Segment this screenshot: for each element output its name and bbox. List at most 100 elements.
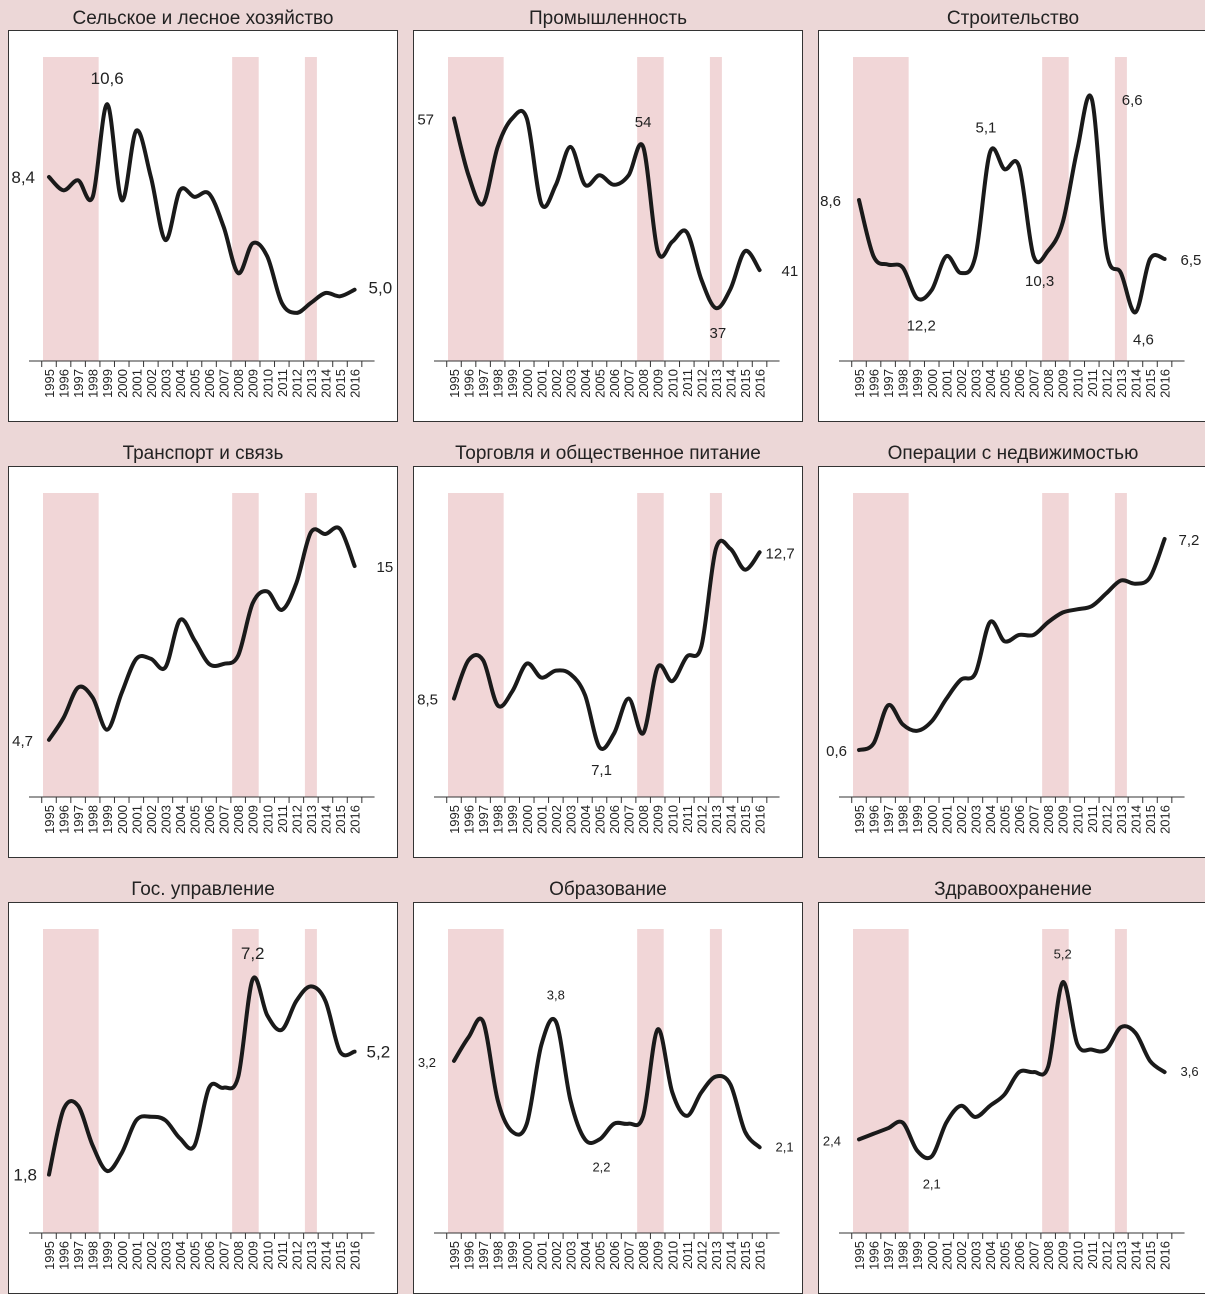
- data-point: [208, 662, 211, 665]
- shaded-period: [304, 493, 317, 797]
- data-point: [613, 1122, 616, 1125]
- x-tick-label: 1998: [86, 369, 101, 398]
- x-tick-label: 2009: [1056, 1241, 1071, 1270]
- shaded-period: [304, 929, 317, 1233]
- chart-panel: 1995 1996 1997 1998 1999 2000 2001 2002 2003 2004…: [818, 902, 1205, 1294]
- data-point: [324, 999, 327, 1002]
- data-point: [48, 738, 51, 741]
- line-chart: 1995 1996 1997 1998 1999 2000 2001 2002 2003 2004…: [13, 929, 390, 1270]
- data-point: [237, 654, 240, 657]
- x-tick-label: 2012: [1099, 805, 1114, 834]
- data-point: [598, 746, 601, 749]
- x-tick-label: 2003: [563, 805, 578, 834]
- x-tick-label: 2000: [115, 369, 130, 398]
- shaded-period: [448, 57, 504, 361]
- data-point: [280, 608, 283, 611]
- x-tick-label: 2006: [607, 1241, 622, 1270]
- x-tick-label: 2007: [1027, 1241, 1042, 1270]
- data-label: 8,5: [417, 691, 438, 708]
- x-tick-label: 2009: [246, 1241, 261, 1270]
- series-line: [47, 975, 357, 1177]
- data-point: [266, 590, 269, 593]
- chart-panel: 1995 1996 1997 1998 1999 2000 2001 2002 2003 2004…: [818, 466, 1205, 858]
- shaded-period: [448, 493, 504, 797]
- data-point: [1149, 576, 1152, 579]
- x-tick-label: 2014: [318, 1241, 333, 1270]
- data-point: [988, 151, 991, 154]
- x-tick-label: 2002: [144, 369, 159, 398]
- x-tick-label: 1995: [42, 1241, 57, 1270]
- x-tick-label: 2008: [636, 369, 651, 398]
- data-point: [1032, 1071, 1035, 1074]
- shaded-period: [637, 493, 664, 797]
- data-point: [901, 1121, 904, 1124]
- data-point: [1061, 221, 1064, 224]
- x-tick-label: 1999: [910, 1241, 925, 1270]
- data-point: [525, 662, 528, 665]
- data-point: [1149, 258, 1152, 261]
- data-point: [309, 985, 312, 988]
- x-tick-label: 2008: [636, 1241, 651, 1270]
- data-point: [266, 255, 269, 258]
- data-point: [1047, 249, 1050, 252]
- x-tick-label: 2015: [738, 1241, 753, 1270]
- data-point: [945, 697, 948, 700]
- x-tick-label: 2009: [651, 1241, 666, 1270]
- x-tick-label: 2014: [723, 369, 738, 398]
- data-point: [222, 662, 225, 665]
- data-point: [309, 301, 312, 304]
- data-point: [959, 678, 962, 681]
- data-point: [353, 565, 356, 568]
- data-label: 6,5: [1181, 252, 1202, 269]
- shaded-period: [43, 493, 99, 797]
- x-tick-label: 1997: [476, 805, 491, 834]
- data-point: [858, 199, 861, 202]
- data-point: [120, 199, 123, 202]
- data-label: 1,8: [13, 1166, 37, 1185]
- x-tick-label: 2011: [275, 369, 290, 397]
- data-point: [91, 696, 94, 699]
- x-tick-label: 2014: [1128, 805, 1143, 834]
- shaded-period: [1042, 929, 1069, 1233]
- x-tick-label: 2013: [1114, 369, 1129, 398]
- x-tick-label: 2008: [231, 1241, 246, 1270]
- series-line: [452, 108, 762, 311]
- x-tick-label: 1996: [867, 369, 882, 398]
- data-point: [1003, 1093, 1006, 1096]
- x-tick-label: 2003: [968, 1241, 983, 1270]
- data-label: 7,2: [1179, 532, 1200, 549]
- data-point: [613, 732, 616, 735]
- data-point: [482, 1020, 485, 1023]
- x-tick-label: 1995: [42, 369, 57, 398]
- data-point: [974, 672, 977, 675]
- x-tick-label: 2002: [144, 805, 159, 834]
- data-point: [525, 1122, 528, 1125]
- data-point: [569, 673, 572, 676]
- x-tick-label: 2005: [998, 369, 1013, 398]
- data-point: [77, 686, 80, 689]
- data-point: [120, 691, 123, 694]
- data-point: [642, 1114, 645, 1117]
- chart-title: Торговля и общественное питание: [455, 443, 761, 464]
- data-point: [901, 266, 904, 269]
- x-tick-label: 2001: [939, 1241, 954, 1270]
- data-point: [77, 179, 80, 182]
- line-chart: 1995 1996 1997 1998 1999 2000 2001 2002 2003 2004…: [11, 57, 392, 398]
- data-point: [467, 659, 470, 662]
- data-point: [193, 195, 196, 198]
- data-point: [729, 1083, 732, 1086]
- x-tick-label: 1996: [867, 805, 882, 834]
- shaded-period: [43, 929, 99, 1233]
- data-point: [916, 1149, 919, 1152]
- x-tick-label: 2009: [1056, 369, 1071, 398]
- data-label: 6,6: [1122, 92, 1143, 109]
- data-point: [887, 704, 890, 707]
- x-tick-label: 2004: [173, 369, 188, 398]
- data-point: [1003, 640, 1006, 643]
- x-tick-label: 1996: [462, 805, 477, 834]
- x-tick-label: 2016: [1158, 805, 1173, 834]
- x-tick-label: 2006: [607, 369, 622, 398]
- x-tick-label: 2011: [1085, 805, 1100, 833]
- data-point: [758, 1146, 761, 1149]
- data-point: [930, 288, 933, 291]
